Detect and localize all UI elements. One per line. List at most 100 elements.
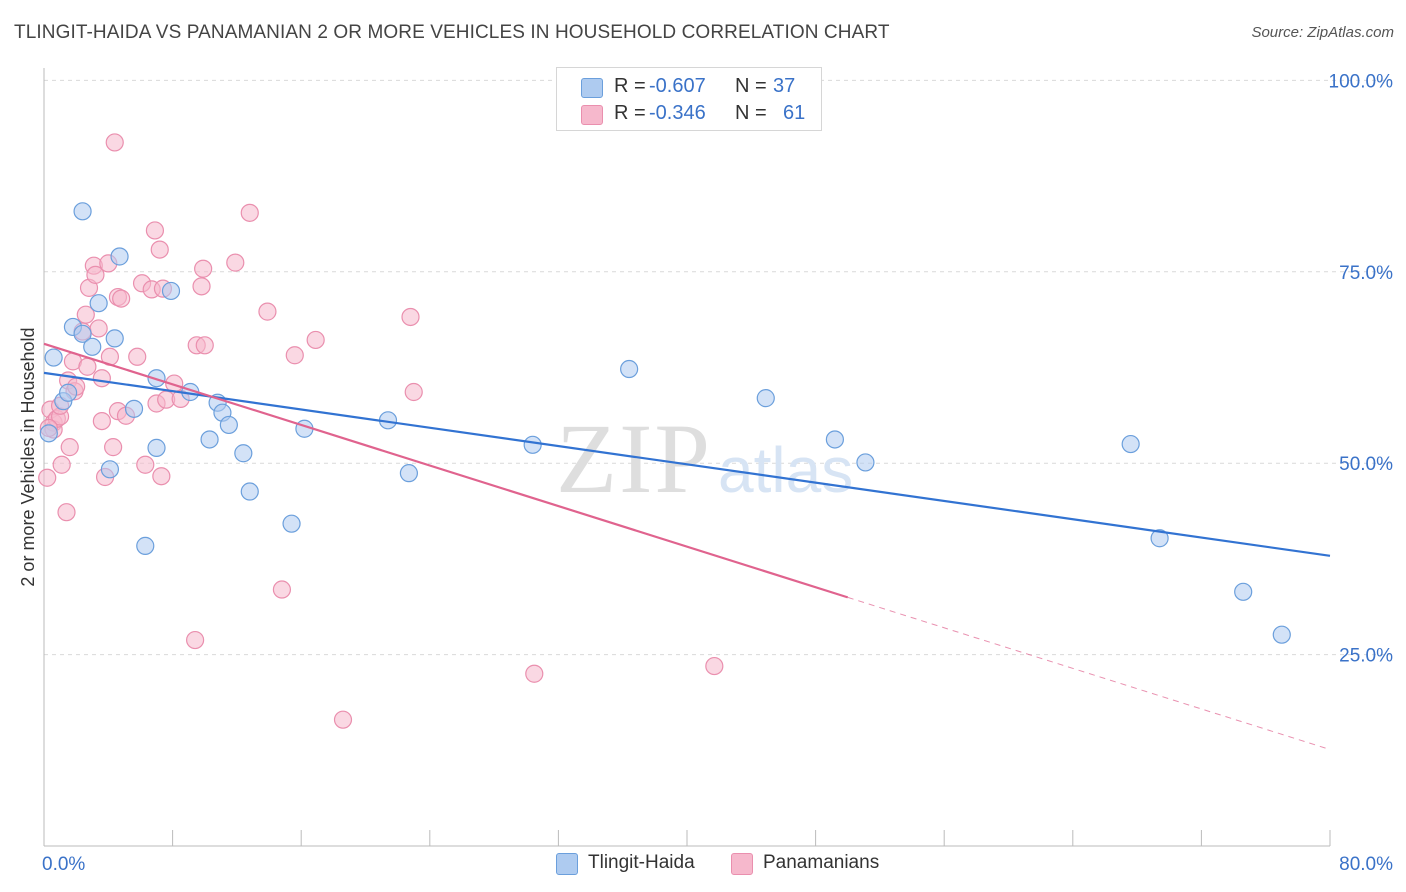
tlingit-haida-point (200, 430, 219, 449)
pink-swatch (731, 853, 753, 875)
panamanians-point (272, 580, 292, 599)
panamanians-point (195, 336, 214, 355)
panamanians-point (240, 203, 259, 222)
panamanians-point (92, 369, 111, 388)
tlingit-haida-point (620, 359, 639, 379)
tlingit-haida-point (399, 464, 419, 483)
x-tick-label: 80.0% (1339, 854, 1393, 875)
tlingit-haida-point (756, 389, 775, 408)
legend-label: Panamanians (763, 852, 880, 873)
trend-line-extension-pink (847, 596, 1331, 751)
tlingit-haida-point (124, 399, 144, 418)
n-value: 61 (783, 102, 806, 124)
blue-swatch (556, 853, 578, 875)
tlingit-haida-point (110, 247, 129, 266)
panamanians-point (128, 347, 147, 366)
panamanians-point (525, 664, 544, 683)
tlingit-haida-point (856, 453, 875, 472)
tlingit-haida-point (83, 337, 102, 356)
panamanians-point (92, 411, 111, 431)
panamanians-point (60, 438, 79, 457)
panamanians-point (404, 382, 423, 402)
source-label: Source: ZipAtlas.com (1251, 24, 1394, 41)
stats-row-panamanians: R = -0.346 N = 61 (557, 100, 821, 128)
y-tick-label: 75.0% (1339, 263, 1393, 284)
trend-line-blue (43, 371, 1331, 557)
chart-title: TLINGIT-HAIDA VS PANAMANIAN 2 OR MORE VE… (14, 22, 890, 43)
trend-line-pink (43, 342, 849, 599)
tlingit-haida-point (100, 460, 120, 479)
tlingit-haida-point (1272, 625, 1291, 644)
tlingit-haida-point (136, 536, 155, 555)
tlingit-haida-point (234, 444, 253, 463)
panamanians-point (78, 357, 97, 376)
tlingit-haida-point (105, 329, 124, 348)
panamanians-point (285, 346, 304, 365)
stats-row-tlingit: R = -0.607 N = 37 (557, 73, 821, 101)
r-label: R = (614, 75, 646, 97)
tlingit-haida-point (240, 482, 259, 501)
panamanians-point (401, 307, 420, 327)
x-tick-label: 0.0% (42, 854, 85, 875)
r-value: -0.607 (649, 75, 706, 97)
pink-swatch (581, 105, 603, 125)
panamanians-point (194, 259, 213, 278)
tlingit-haida-point (73, 324, 92, 343)
panamanians-point (52, 455, 71, 474)
legend-label: Tlingit-Haida (588, 852, 695, 873)
panamanians-point (104, 438, 123, 457)
tlingit-haida-point (282, 514, 301, 533)
panamanians-point (145, 221, 165, 240)
tlingit-haida-point (89, 294, 108, 313)
panamanians-point (333, 710, 353, 729)
tlingit-haida-point (161, 281, 181, 301)
tlingit-haida-point (1234, 582, 1253, 601)
tlingit-haida-point (825, 430, 844, 449)
panamanians-point (186, 630, 205, 650)
tlingit-haida-point (39, 424, 58, 443)
panamanians-point (76, 305, 95, 324)
panamanians-point (38, 468, 57, 487)
tlingit-haida-point (523, 435, 542, 454)
r-label: R = (614, 102, 646, 124)
y-tick-label: 50.0% (1339, 454, 1393, 475)
n-label: N = (735, 102, 767, 124)
tlingit-haida-point (147, 438, 166, 457)
tlingit-haida-point (59, 383, 78, 402)
r-value: -0.346 (649, 102, 706, 124)
panamanians-point (86, 265, 105, 284)
watermark: ZIP atlas (556, 403, 853, 514)
panamanians-point (226, 253, 245, 272)
panamanians-point (705, 656, 724, 676)
tlingit-haida-points (39, 202, 1291, 644)
tlingit-haida-point (73, 202, 92, 221)
watermark-zip: ZIP (556, 403, 712, 514)
stats-legend: R = -0.607 N = 37 R = -0.346 N = 61 (556, 67, 822, 131)
grid-lines (44, 79, 1392, 656)
y-tick-label: 25.0% (1339, 646, 1393, 667)
n-label: N = (735, 75, 767, 97)
panamanians-point (89, 319, 108, 338)
tlingit-haida-point (219, 415, 238, 435)
trend-lines (43, 342, 1331, 751)
tlingit-haida-point (44, 348, 63, 367)
blue-swatch (581, 78, 603, 98)
panamanians-point (150, 240, 169, 259)
panamanians-point (136, 455, 155, 474)
panamanians-point (105, 133, 124, 152)
panamanians-points (38, 133, 724, 729)
y-tick-label: 100.0% (1329, 71, 1394, 92)
axes (43, 68, 1331, 847)
tlingit-haida-point (1150, 529, 1169, 548)
panamanians-point (258, 302, 277, 321)
n-value: 37 (773, 75, 796, 97)
tlingit-haida-point (1121, 434, 1140, 454)
panamanians-point (192, 277, 211, 296)
panamanians-point (306, 330, 325, 350)
panamanians-point (57, 503, 76, 522)
y-axis-label: 2 or more Vehicles in Household (18, 327, 38, 586)
panamanians-point (152, 467, 171, 486)
tick-labels: 25.0% 50.0% 75.0% 100.0% 0.0% 80.0% (42, 71, 1393, 875)
panamanians-point (112, 289, 131, 308)
